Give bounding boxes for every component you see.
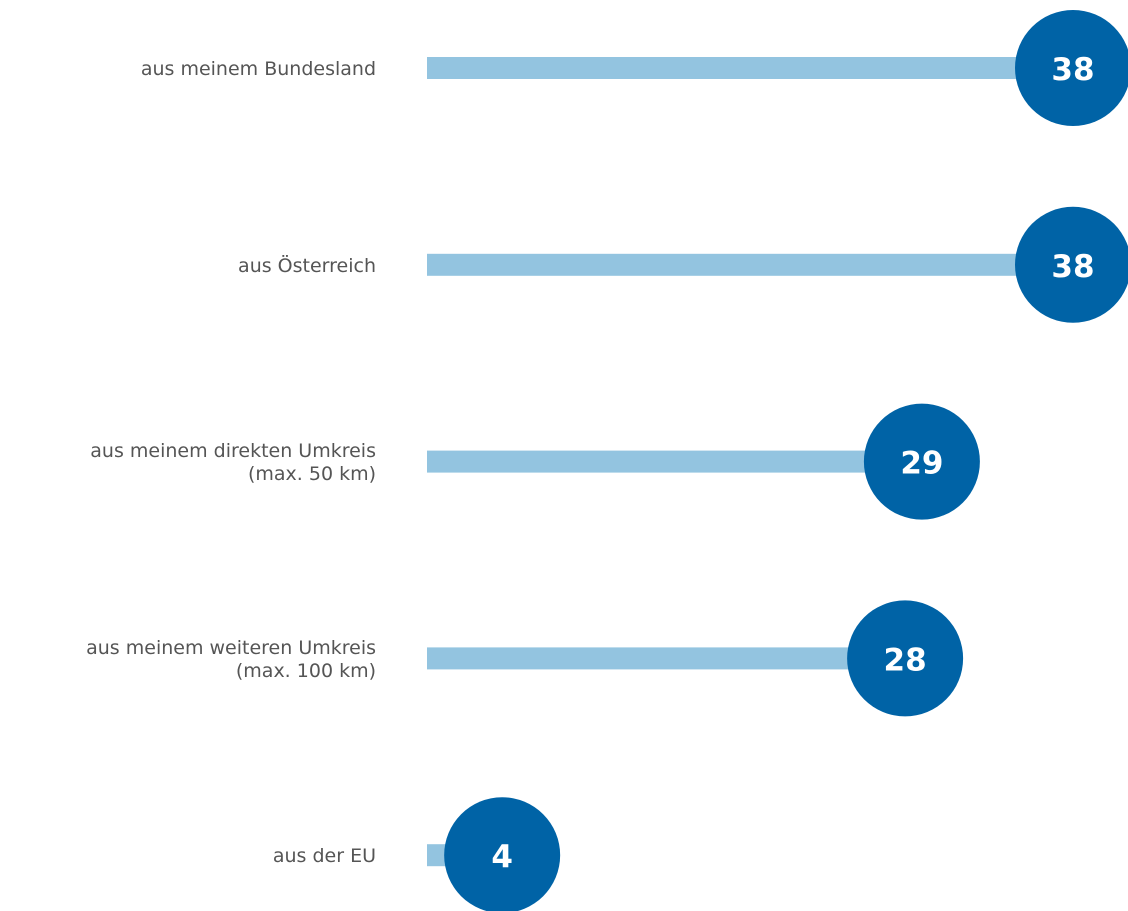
bar [427, 450, 922, 473]
bar [427, 647, 906, 670]
dot [847, 600, 964, 717]
category-label: aus meinem weiteren Umkreis (max. 100 km) [86, 637, 376, 682]
dot [1015, 206, 1128, 323]
category-label: aus Österreich [238, 254, 376, 277]
value-label: 29 [900, 446, 943, 482]
category-label: aus der EU [273, 845, 376, 867]
category-label: aus meinem Bundesland [141, 58, 376, 80]
dot [863, 403, 980, 520]
category-label: aus meinem direkten Umkreis (max. 50 km) [90, 440, 376, 485]
bar [427, 57, 1073, 79]
value-label: 38 [1051, 249, 1094, 285]
value-label: 28 [884, 642, 927, 678]
value-label: 38 [1051, 52, 1094, 88]
dot [1015, 10, 1128, 126]
value-label: 4 [491, 839, 513, 875]
bar [427, 253, 1073, 276]
dot [444, 797, 561, 911]
